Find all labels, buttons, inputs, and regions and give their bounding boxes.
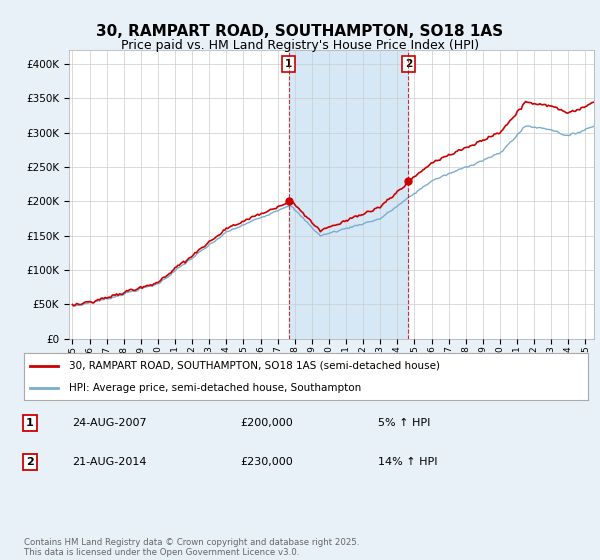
Text: Contains HM Land Registry data © Crown copyright and database right 2025.
This d: Contains HM Land Registry data © Crown c… — [24, 538, 359, 557]
Text: 24-AUG-2007: 24-AUG-2007 — [72, 418, 146, 428]
Text: 1: 1 — [285, 59, 292, 69]
Text: 5% ↑ HPI: 5% ↑ HPI — [378, 418, 430, 428]
Text: £200,000: £200,000 — [240, 418, 293, 428]
Text: 30, RAMPART ROAD, SOUTHAMPTON, SO18 1AS: 30, RAMPART ROAD, SOUTHAMPTON, SO18 1AS — [97, 24, 503, 39]
Text: Price paid vs. HM Land Registry's House Price Index (HPI): Price paid vs. HM Land Registry's House … — [121, 39, 479, 52]
Text: 2: 2 — [26, 457, 34, 467]
Text: 30, RAMPART ROAD, SOUTHAMPTON, SO18 1AS (semi-detached house): 30, RAMPART ROAD, SOUTHAMPTON, SO18 1AS … — [69, 361, 440, 371]
Text: 2: 2 — [404, 59, 412, 69]
Text: 21-AUG-2014: 21-AUG-2014 — [72, 457, 146, 467]
Text: 14% ↑ HPI: 14% ↑ HPI — [378, 457, 437, 467]
Text: £230,000: £230,000 — [240, 457, 293, 467]
Text: HPI: Average price, semi-detached house, Southampton: HPI: Average price, semi-detached house,… — [69, 382, 361, 393]
Text: 1: 1 — [26, 418, 34, 428]
Bar — [289, 50, 408, 339]
